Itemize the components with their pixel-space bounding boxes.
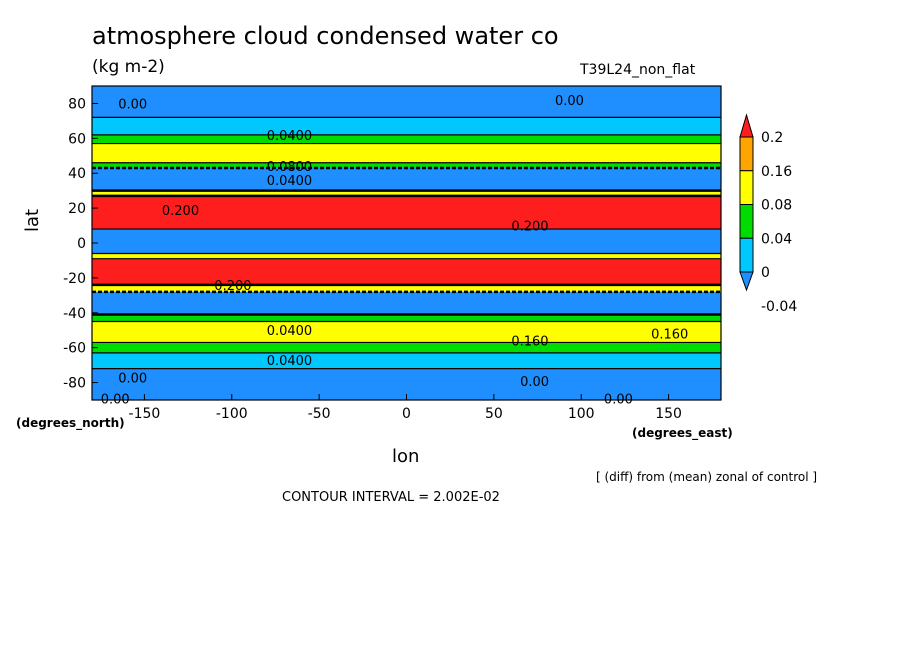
contour-band-2: [92, 134, 721, 144]
x-tick-label-0: -150: [129, 406, 161, 422]
x-axis-label: lon: [392, 446, 420, 467]
run-label: T39L24_non_flat: [580, 62, 696, 78]
contour-band-13: [92, 314, 721, 322]
y-axis-label: lat: [22, 208, 43, 232]
contour-label-12: 0.00: [118, 371, 147, 386]
contour-band-8: [92, 229, 721, 254]
colorbar-label-2: 0.08: [761, 198, 792, 214]
y-tick-label-1: 60: [68, 131, 86, 147]
contour-band-6: [92, 190, 721, 196]
contour-band-11: [92, 284, 721, 292]
annotation-note: [ (diff) from (mean) zonal of control ]: [596, 470, 818, 484]
y-tick-label-7: -60: [63, 341, 86, 357]
contour-label-13: 0.00: [520, 375, 549, 390]
y-axis-units: (degrees_north): [16, 416, 125, 430]
contour-band-0: [92, 86, 721, 118]
contour-band-10: [92, 258, 721, 285]
colorbar-label-3: 0.04: [761, 231, 792, 247]
colorbar-seg-bottom: [739, 271, 754, 292]
y-tick-label-5: -20: [63, 271, 86, 287]
contour-band-16: [92, 352, 721, 369]
contour-label-0: 0.00: [118, 97, 147, 112]
colorbar-seg-1: [739, 237, 754, 273]
colorbar-label-4: 0: [761, 265, 770, 281]
colorbar-seg-3: [739, 170, 754, 205]
y-tick-label-4: 0: [77, 236, 86, 252]
colorbar-seg-top: [739, 113, 754, 138]
x-tick-label-1: -100: [216, 406, 248, 422]
contour-band-3: [92, 143, 721, 163]
y-tick-label-6: -40: [63, 306, 86, 322]
y-tick-label-2: 40: [68, 166, 86, 182]
contour-label-2: 0.0400: [267, 129, 313, 144]
chart-title: atmosphere cloud condensed water co: [92, 22, 559, 50]
contour-label-4: 0.0400: [267, 174, 313, 189]
colorbar-label-1: 0.16: [761, 164, 792, 180]
contour-band-7: [92, 195, 721, 230]
contour-band-12: [92, 291, 721, 315]
colorbar-label-0: 0.2: [761, 130, 783, 146]
contour-band-5: [92, 167, 721, 191]
x-tick-label-3: 0: [402, 406, 411, 422]
contour-label-9: 0.160: [511, 335, 548, 350]
x-tick-label-5: 100: [568, 406, 595, 422]
contour-band-14: [92, 321, 721, 343]
y-tick-label-8: -80: [63, 376, 86, 392]
x-axis-units: (degrees_east): [632, 426, 733, 440]
x-tick-label-2: -50: [308, 406, 331, 422]
contour-label-1: 0.00: [555, 94, 584, 109]
contour-label-6: 0.200: [511, 220, 548, 235]
contour-interval: CONTOUR INTERVAL = 2.002E-02: [282, 490, 500, 505]
contour-band-9: [92, 253, 721, 259]
contour-label-8: 0.0400: [267, 324, 313, 339]
contour-band-1: [92, 117, 721, 135]
colorbar-seg-4: [739, 136, 754, 172]
colorbar-seg-2: [739, 204, 754, 239]
contour-label-3: 0.0800: [267, 160, 313, 175]
y-tick-label-3: 20: [68, 201, 86, 217]
contour-band-4: [92, 162, 721, 168]
colorbar-label-5: -0.04: [761, 299, 797, 315]
chart-units: (kg m-2): [92, 57, 165, 77]
y-tick-label-0: 80: [68, 96, 86, 112]
contour-label-10: 0.160: [651, 328, 688, 343]
contour-label-11: 0.0400: [267, 354, 313, 369]
contour-label-5: 0.200: [162, 204, 199, 219]
contour-label-7: 0.200: [214, 279, 251, 294]
x-tick-label-4: 50: [485, 406, 503, 422]
contour-band-15: [92, 342, 721, 353]
x-tick-label-6: 150: [655, 406, 682, 422]
